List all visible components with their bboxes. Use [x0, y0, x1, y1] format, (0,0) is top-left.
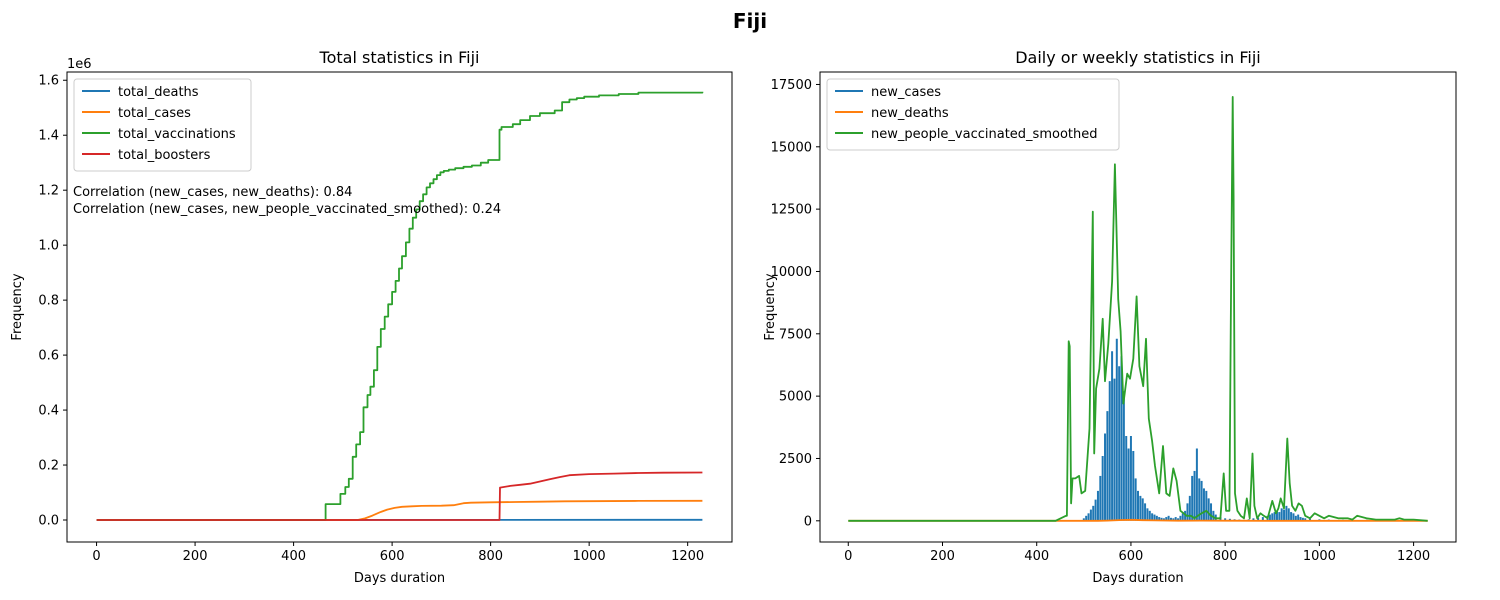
y-tick-label: 1.0	[38, 239, 59, 254]
legend-label: total_deaths	[118, 85, 199, 100]
y-tick-label: 10000	[771, 265, 812, 280]
plot-area	[848, 96, 1428, 522]
legend-label: total_boosters	[118, 148, 211, 163]
y-tick-label: 0.4	[38, 404, 59, 419]
legend-label: new_people_vaccinated_smoothed	[871, 127, 1097, 142]
x-axis-label: Days duration	[354, 571, 445, 586]
y-axis-label: Frequency	[10, 273, 25, 340]
series-line-new_deaths	[848, 518, 1428, 522]
series-line-new_people_vaccinated_smoothed	[848, 96, 1428, 522]
y-tick-label: 17500	[771, 78, 812, 93]
x-tick-label: 600	[380, 549, 405, 564]
x-tick-label: 0	[844, 549, 852, 564]
series-line-total_cases	[96, 499, 703, 521]
legend-label: total_vaccinations	[118, 127, 236, 142]
x-tick-label: 400	[281, 549, 306, 564]
x-tick-label: 800	[478, 549, 503, 564]
series-line-total_boosters	[96, 471, 703, 521]
chart-title: Total statistics in Fiji	[319, 48, 480, 67]
chart-title: Daily or weekly statistics in Fiji	[1015, 48, 1261, 67]
legend-box	[73, 78, 252, 172]
y-tick-label: 1.6	[38, 74, 59, 89]
x-tick-label: 0	[92, 549, 100, 564]
x-tick-label: 1200	[671, 549, 704, 564]
y-tick-label: 7500	[779, 327, 812, 342]
y-tick-label: 0.0	[38, 514, 59, 529]
left-chart-panel: Total statistics in Fiji 0 200 400 600 800 100…	[10, 48, 733, 586]
x-tick-label: 200	[183, 549, 208, 564]
legend-label: new_deaths	[871, 106, 949, 121]
y-tick-label: 5000	[779, 390, 812, 405]
x-tick-label: 1200	[1397, 549, 1430, 564]
y-axis-label: Frequency	[763, 273, 778, 340]
axes-frame	[819, 71, 1457, 543]
y-tick-label: 1.2	[38, 184, 59, 199]
y-tick-label: 0	[804, 514, 812, 529]
legend-label: total_cases	[118, 106, 191, 121]
legend-label: new_cases	[871, 85, 941, 100]
y-tick-label: 2500	[779, 452, 812, 467]
legend-box	[826, 78, 1120, 151]
axes-frame	[66, 71, 733, 543]
correlation-annotation: Correlation (new_cases, new_deaths): 0.8…	[73, 185, 352, 200]
y-offset-label: 1e6	[67, 57, 92, 72]
x-tick-label: 400	[1024, 549, 1049, 564]
x-tick-label: 1000	[573, 549, 606, 564]
x-tick-label: 600	[1119, 549, 1144, 564]
correlation-annotation: Correlation (new_cases, new_people_vacci…	[73, 202, 501, 217]
y-tick-label: 12500	[771, 203, 812, 218]
x-tick-label: 1000	[1303, 549, 1336, 564]
x-tick-label: 200	[930, 549, 955, 564]
plot-area	[96, 91, 704, 521]
x-tick-label: 800	[1213, 549, 1238, 564]
y-tick-label: 15000	[771, 140, 812, 155]
x-axis-label: Days duration	[1092, 571, 1183, 586]
series-line-total_vaccinations	[96, 91, 704, 521]
y-tick-label: 0.6	[38, 349, 59, 364]
figure-suptitle: Fiji	[733, 9, 767, 33]
y-tick-label: 1.4	[38, 129, 59, 144]
y-tick-label: 0.8	[38, 294, 59, 309]
right-chart-panel: Daily or weekly statistics in Fiji 0 200 40…	[763, 48, 1457, 586]
y-tick-label: 0.2	[38, 459, 59, 474]
